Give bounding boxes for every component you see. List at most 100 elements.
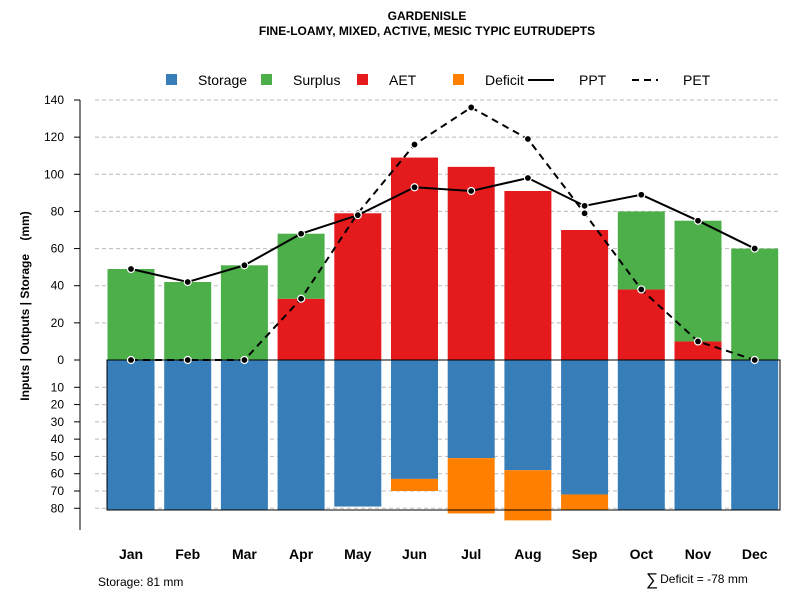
surplus-bar	[674, 220, 722, 342]
deficit-bar	[561, 494, 609, 510]
pet-point	[240, 355, 249, 365]
deficit-bar	[391, 478, 438, 491]
y-tick-label: 10	[51, 380, 65, 394]
y-tick-label: 120	[44, 130, 64, 144]
lower-panel-frame	[106, 359, 781, 511]
legend-aet-label: AET	[389, 72, 417, 88]
chart-title: GARDENISLE	[387, 9, 467, 23]
y-tick-label: 140	[44, 93, 64, 107]
storage-bar	[561, 360, 609, 495]
aet-bar	[617, 289, 665, 360]
y-tick-label: 60	[51, 242, 65, 256]
storage-bar	[334, 360, 382, 507]
ppt-point	[693, 216, 703, 225]
ppt-point	[240, 261, 249, 270]
ppt-point	[126, 264, 136, 274]
legend-pet-label: PET	[683, 72, 711, 88]
storage-bar	[731, 360, 779, 510]
x-tick-label: Mar	[232, 546, 257, 562]
x-tick-label: Aug	[514, 546, 541, 562]
y-axis-label: Inputs | Outputs | Storage (mm)	[18, 211, 32, 400]
aet-bar	[674, 341, 722, 360]
aet-bar	[504, 191, 552, 360]
legend-aet-swatch	[357, 74, 368, 85]
ppt-line	[130, 176, 756, 284]
aet-bar	[561, 230, 609, 360]
y-tick-label: 30	[51, 415, 65, 429]
storage-bar	[391, 360, 438, 479]
pet-point	[410, 140, 419, 149]
y-tick-label: 40	[51, 432, 65, 446]
surplus-bar	[617, 211, 665, 290]
y-tick-label: 70	[51, 484, 65, 498]
legend-ppt-label: PPT	[579, 72, 607, 88]
ppt-point	[183, 277, 192, 287]
surplus-bar	[220, 265, 268, 360]
storage-bar	[617, 360, 665, 510]
x-tick-label: Feb	[175, 546, 200, 562]
x-tick-label: Nov	[685, 546, 712, 562]
chart-subtitle: FINE-LOAMY, MIXED, ACTIVE, MESIC TYPIC E…	[258, 24, 596, 38]
x-tick-label: Dec	[742, 546, 768, 562]
aet-bar	[277, 298, 325, 360]
x-tick-label: Jun	[402, 546, 427, 562]
surplus-bar	[164, 282, 212, 360]
pet-point	[183, 355, 192, 365]
legend-storage-label: Storage	[198, 72, 247, 88]
y-tick-label: 80	[51, 204, 65, 218]
x-tick-label: May	[344, 546, 371, 562]
storage-bar	[164, 360, 212, 510]
storage-bar	[447, 360, 495, 459]
ppt-point	[353, 211, 362, 220]
y-tick-label: 0	[57, 353, 64, 367]
storage-note: Storage: 81 mm	[98, 575, 184, 589]
y-tick-label: 40	[51, 279, 65, 293]
x-tick-label: Oct	[630, 546, 654, 562]
y-tick-label: 80	[51, 501, 65, 515]
pet-point	[693, 337, 703, 346]
y-tick-label: 100	[44, 167, 64, 181]
deficit-bar	[447, 458, 495, 514]
deficit-note-text: Deficit = -78 mm	[660, 572, 748, 586]
sum-symbol-icon: ∑	[646, 570, 659, 589]
pet-point	[580, 209, 589, 218]
ppt-point	[580, 201, 589, 210]
surplus-bar	[107, 269, 155, 360]
surplus-bar	[277, 233, 325, 299]
storage-bar	[107, 360, 155, 510]
pet-point	[297, 294, 306, 303]
y-tick-label: 50	[51, 449, 65, 463]
aet-bar	[334, 213, 382, 360]
ppt-point	[297, 229, 306, 238]
pet-point	[126, 355, 136, 365]
pet-point	[750, 355, 759, 365]
legend-surplus-label: Surplus	[293, 72, 340, 88]
legend-storage-swatch	[166, 74, 177, 85]
deficit-bar	[504, 470, 552, 521]
ppt-point	[637, 190, 646, 199]
storage-bar	[674, 360, 722, 510]
y-tick-label: 20	[51, 398, 65, 412]
ppt-point	[523, 173, 533, 183]
y-tick-label: 60	[51, 467, 65, 481]
storage-bar	[277, 360, 325, 510]
pet-point	[467, 103, 476, 112]
pet-point	[523, 134, 533, 144]
legend-deficit-label: Deficit	[485, 72, 524, 88]
storage-bar	[504, 360, 552, 471]
aet-bar	[447, 166, 495, 360]
legend-deficit-swatch	[453, 74, 464, 85]
pet-point	[637, 285, 646, 294]
storage-bar	[220, 360, 268, 510]
deficit-note: ∑ Deficit = -78 mm	[646, 570, 748, 590]
ppt-point	[750, 244, 759, 253]
legend-surplus-swatch	[261, 74, 272, 85]
pet-line	[131, 106, 756, 361]
x-tick-label: Apr	[289, 546, 314, 562]
ppt-point	[410, 183, 419, 192]
x-tick-label: Jul	[461, 546, 481, 562]
x-tick-label: Jan	[119, 546, 143, 562]
x-tick-label: Sep	[572, 546, 598, 562]
surplus-bar	[731, 248, 779, 360]
